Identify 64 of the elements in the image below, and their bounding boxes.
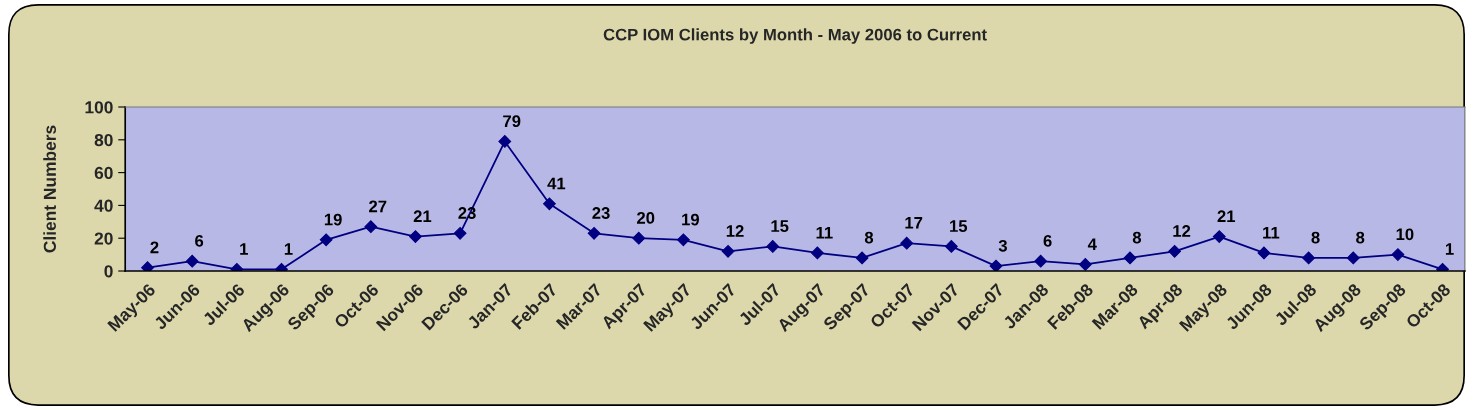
point xyxy=(1257,246,1271,260)
data-label: 8 xyxy=(1132,231,1142,244)
data-label: 19 xyxy=(682,213,700,226)
point xyxy=(1123,251,1137,265)
point xyxy=(453,226,467,240)
point xyxy=(409,230,422,243)
data-label: 8 xyxy=(1311,231,1320,244)
data-label: 1 xyxy=(1445,243,1454,255)
chart-title: CCP IOM Clients by Month - May 2006 to Current xyxy=(603,28,987,44)
point xyxy=(766,240,780,253)
point xyxy=(677,233,690,247)
data-label: 17 xyxy=(905,217,923,229)
y-tick-label: 20 xyxy=(94,232,113,245)
point xyxy=(989,259,1003,272)
y-tick-label: 100 xyxy=(85,101,113,114)
data-label: 19 xyxy=(324,213,342,226)
point xyxy=(141,261,154,272)
point xyxy=(1034,254,1048,268)
data-label: 15 xyxy=(950,220,968,232)
data-label: 4 xyxy=(1087,238,1097,250)
y-tick-label: 40 xyxy=(94,199,113,212)
data-label: 20 xyxy=(637,212,655,224)
data-label: 10 xyxy=(1396,228,1414,241)
data-label: 11 xyxy=(816,226,833,239)
y-axis-title: Client Numbers xyxy=(43,125,56,253)
point xyxy=(810,246,824,260)
data-label: 27 xyxy=(369,200,387,213)
data-label: 2 xyxy=(150,241,159,254)
point xyxy=(632,231,646,245)
point xyxy=(1346,251,1360,265)
data-label: 11 xyxy=(1263,226,1280,239)
point xyxy=(900,236,914,250)
data-label: 21 xyxy=(413,210,432,222)
y-tick-label: 60 xyxy=(94,166,113,180)
data-label: 15 xyxy=(771,220,789,232)
data-label: 41 xyxy=(547,177,566,190)
point xyxy=(587,226,601,240)
point xyxy=(319,233,333,247)
point xyxy=(498,135,512,148)
data-label: 8 xyxy=(1356,231,1365,244)
point xyxy=(1302,251,1316,265)
point xyxy=(944,240,958,253)
data-label: 23 xyxy=(592,207,610,219)
point xyxy=(721,244,735,258)
point xyxy=(185,254,199,268)
data-label: 3 xyxy=(998,239,1007,252)
y-tick-label: 0 xyxy=(104,265,113,278)
point xyxy=(1391,248,1405,262)
point xyxy=(855,251,869,265)
data-label: 12 xyxy=(1173,225,1191,237)
data-label: 21 xyxy=(1217,210,1236,222)
data-label: 8 xyxy=(864,231,874,244)
data-label: 1 xyxy=(240,243,248,255)
data-label: 6 xyxy=(1043,234,1052,247)
point xyxy=(543,197,556,211)
point xyxy=(1078,258,1092,271)
data-label: 1 xyxy=(284,243,293,255)
point xyxy=(1168,244,1182,258)
data-label: 6 xyxy=(195,234,204,247)
data-label: 79 xyxy=(503,115,521,128)
y-tick-label: 80 xyxy=(94,133,113,147)
data-label: 12 xyxy=(726,225,744,237)
point xyxy=(1212,230,1226,243)
point xyxy=(364,220,378,234)
